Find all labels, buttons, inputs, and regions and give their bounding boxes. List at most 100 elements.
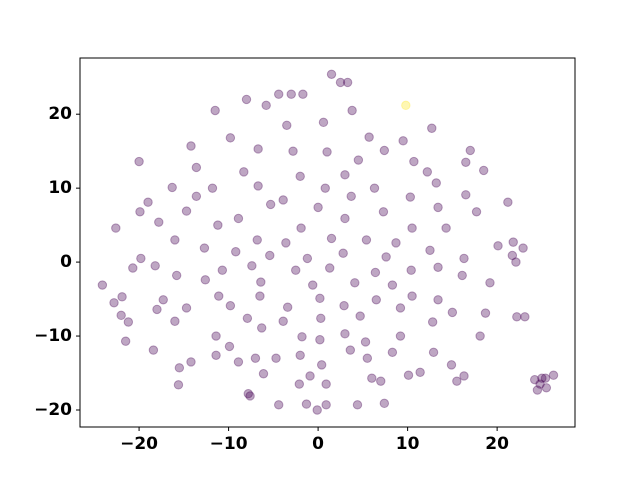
point <box>117 292 127 302</box>
point <box>243 389 253 399</box>
y-tick-label: 20 <box>48 104 72 124</box>
point <box>379 398 390 409</box>
y-tick-label: −20 <box>34 400 72 420</box>
point <box>480 308 491 318</box>
x-tick-label: 10 <box>396 434 420 454</box>
point <box>252 235 262 245</box>
point <box>315 293 325 304</box>
point <box>345 345 356 355</box>
point <box>535 379 545 389</box>
point <box>308 280 318 290</box>
point <box>199 243 210 253</box>
point <box>507 250 518 261</box>
point <box>257 323 267 333</box>
point <box>407 223 417 233</box>
point <box>428 347 439 358</box>
point <box>225 133 236 143</box>
point <box>253 181 263 191</box>
point <box>457 270 467 281</box>
point <box>97 280 108 290</box>
point <box>441 223 451 233</box>
point <box>320 183 330 193</box>
plot-area <box>97 69 559 415</box>
point <box>191 162 202 173</box>
point <box>485 278 495 288</box>
point <box>241 94 252 105</box>
point <box>376 376 386 386</box>
point <box>540 373 551 383</box>
point <box>520 312 530 322</box>
point <box>173 380 184 390</box>
point <box>305 371 315 381</box>
point <box>433 202 443 213</box>
point <box>403 370 414 380</box>
point <box>148 345 159 355</box>
point <box>242 313 253 323</box>
point <box>339 301 349 311</box>
point <box>342 77 353 88</box>
point <box>302 253 313 264</box>
point <box>427 123 437 133</box>
point <box>518 243 528 253</box>
point <box>281 238 291 248</box>
point <box>353 155 364 165</box>
point <box>171 270 182 281</box>
point <box>367 373 377 383</box>
point <box>318 117 329 128</box>
point <box>120 336 131 346</box>
point <box>295 171 305 182</box>
point <box>340 329 350 339</box>
point <box>360 337 371 347</box>
point <box>433 295 443 305</box>
point <box>211 350 221 360</box>
point <box>511 257 521 267</box>
x-tick-label: 0 <box>312 434 324 454</box>
point <box>446 360 457 370</box>
point <box>352 400 363 410</box>
point <box>256 277 266 287</box>
point <box>425 245 435 255</box>
point <box>150 261 160 271</box>
point <box>253 144 263 154</box>
point <box>214 291 224 301</box>
point <box>298 89 308 99</box>
point <box>291 265 301 275</box>
point <box>325 263 335 273</box>
point <box>167 182 177 193</box>
point <box>398 136 408 146</box>
point <box>181 303 192 313</box>
point <box>181 206 192 216</box>
point <box>116 310 126 321</box>
point <box>447 307 458 318</box>
point <box>111 223 121 233</box>
point <box>475 331 485 341</box>
point <box>461 190 471 200</box>
point <box>233 357 244 367</box>
point <box>250 353 261 363</box>
point <box>282 120 292 130</box>
point <box>143 197 153 207</box>
point <box>186 357 196 367</box>
point <box>459 371 469 381</box>
y-tick-label: −10 <box>34 326 72 346</box>
point <box>315 335 325 345</box>
point <box>371 295 381 305</box>
point <box>340 170 350 180</box>
x-tick-label: 20 <box>485 434 509 454</box>
point <box>274 400 284 410</box>
point <box>211 331 221 341</box>
point <box>134 156 144 167</box>
point <box>265 250 275 261</box>
point <box>109 298 119 308</box>
point <box>239 167 249 177</box>
point <box>508 237 518 247</box>
point <box>406 265 416 275</box>
point <box>387 280 398 290</box>
point <box>135 207 145 217</box>
point <box>415 367 425 377</box>
x-tick-label: −10 <box>210 434 248 454</box>
point <box>387 347 398 358</box>
